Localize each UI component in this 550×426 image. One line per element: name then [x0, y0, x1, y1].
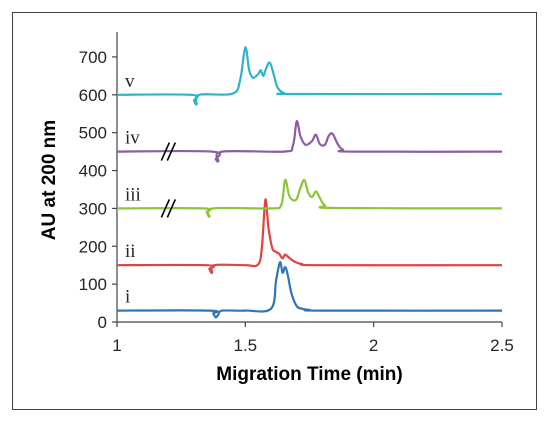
trace-i — [116, 261, 503, 319]
axis-break-marks — [160, 142, 177, 218]
break-mark-iii — [160, 199, 171, 218]
y-tick-label: 300 — [79, 199, 107, 218]
trace-label-v: v — [125, 71, 135, 92]
y-ticks: 0 100 200 300 400 500 600 700 — [79, 48, 117, 332]
y-axis-title: AU at 200 nm — [39, 120, 60, 240]
axes — [116, 32, 502, 323]
x-tick-label: 1 — [112, 336, 121, 355]
trace-label-iii: iii — [125, 184, 141, 205]
trace-iii — [116, 178, 503, 218]
figure-frame — [12, 12, 537, 410]
trace-ii — [116, 198, 503, 274]
trace-label-i: i — [125, 287, 130, 308]
y-tick-label: 600 — [79, 86, 107, 105]
x-tick-label: 1.5 — [234, 336, 258, 355]
y-tick-label: 400 — [79, 162, 107, 181]
trace-v — [116, 46, 503, 106]
trace-label-ii: ii — [125, 241, 136, 262]
series-group — [116, 46, 503, 319]
y-tick-label: 0 — [98, 313, 107, 332]
y-tick-label: 100 — [79, 275, 107, 294]
y-tick-label: 700 — [79, 48, 107, 67]
break-mark-iv — [166, 142, 177, 161]
trace-iv — [116, 120, 503, 163]
y-tick-label: 200 — [79, 237, 107, 256]
x-tick-label: 2 — [369, 336, 378, 355]
break-mark-iv — [160, 142, 171, 161]
trace-label-iv: iv — [125, 128, 140, 149]
x-ticks: 1 1.5 2 2.5 — [112, 322, 514, 355]
break-mark-iii — [166, 199, 177, 218]
x-tick-label: 2.5 — [490, 336, 514, 355]
x-axis-title: Migration Time (min) — [216, 364, 402, 385]
y-tick-label: 500 — [79, 124, 107, 143]
